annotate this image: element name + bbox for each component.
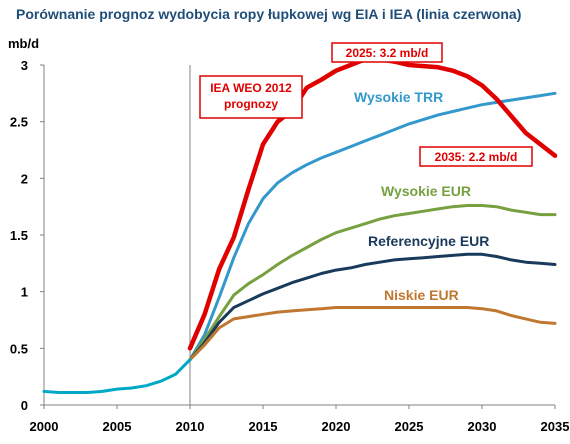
- series-label-niskie-eur: Niskie EUR: [384, 287, 459, 303]
- y-tick-label: 1.5: [10, 228, 28, 243]
- series-label-wysokie-trr: Wysokie TRR: [354, 89, 443, 105]
- y-tick-label: 0.5: [10, 341, 28, 356]
- series-line-wysokie-eur: [188, 204, 557, 362]
- x-tick-label: 2025: [395, 419, 424, 434]
- end-callout-label: 2035: 2.2 mb/d: [435, 150, 518, 164]
- peak-callout: 2025: 3.2 mb/d: [331, 42, 443, 63]
- x-tick-label: 2005: [103, 419, 132, 434]
- series-line-historia: [42, 358, 192, 394]
- series-line-referencyjne-eur: [188, 252, 557, 362]
- series-label-referencyjne-eur: Referencyjne EUR: [368, 233, 489, 249]
- peak-callout-label: 2025: 3.2 mb/d: [346, 46, 429, 60]
- end-callout-box: [419, 146, 533, 167]
- y-tick-label: 1: [21, 285, 28, 300]
- chart-title: Porównanie prognoz wydobycia ropy łupkow…: [16, 6, 521, 22]
- x-axis-ticks: 2000 2005 2010 2015 2020 2025 2030 2035: [30, 405, 570, 434]
- y-tick-label: 2.5: [10, 115, 28, 130]
- x-tick-label: 2035: [541, 419, 570, 434]
- end-callout: 2035: 2.2 mb/d: [419, 146, 533, 167]
- y-axis-unit-label: mb/d: [8, 36, 39, 51]
- iea-callout-line-1: IEA WEO 2012: [210, 81, 292, 95]
- series-line-wysokie-trr: [188, 91, 557, 362]
- x-tick-label: 2020: [322, 419, 351, 434]
- x-tick-label: 2000: [30, 419, 59, 434]
- peak-callout-box: [331, 42, 443, 63]
- iea-callout-line-2: prognozy: [224, 97, 278, 111]
- x-tick-label: 2030: [468, 419, 497, 434]
- iea-callout-box: [199, 75, 303, 119]
- series-label-wysokie-eur: Wysokie EUR: [381, 183, 471, 199]
- x-tick-label: 2010: [176, 419, 205, 434]
- y-tick-label: 3: [21, 58, 28, 73]
- y-tick-label: 0: [21, 398, 28, 413]
- y-axis-ticks: 0 0.5 1 1.5 2 2.5 3: [10, 58, 44, 413]
- iea-forecast-callout: IEA WEO 2012 prognozy: [199, 75, 303, 119]
- y-tick-label: 2: [21, 171, 28, 186]
- x-tick-label: 2015: [249, 419, 278, 434]
- series-line-niskie-eur: [188, 306, 557, 362]
